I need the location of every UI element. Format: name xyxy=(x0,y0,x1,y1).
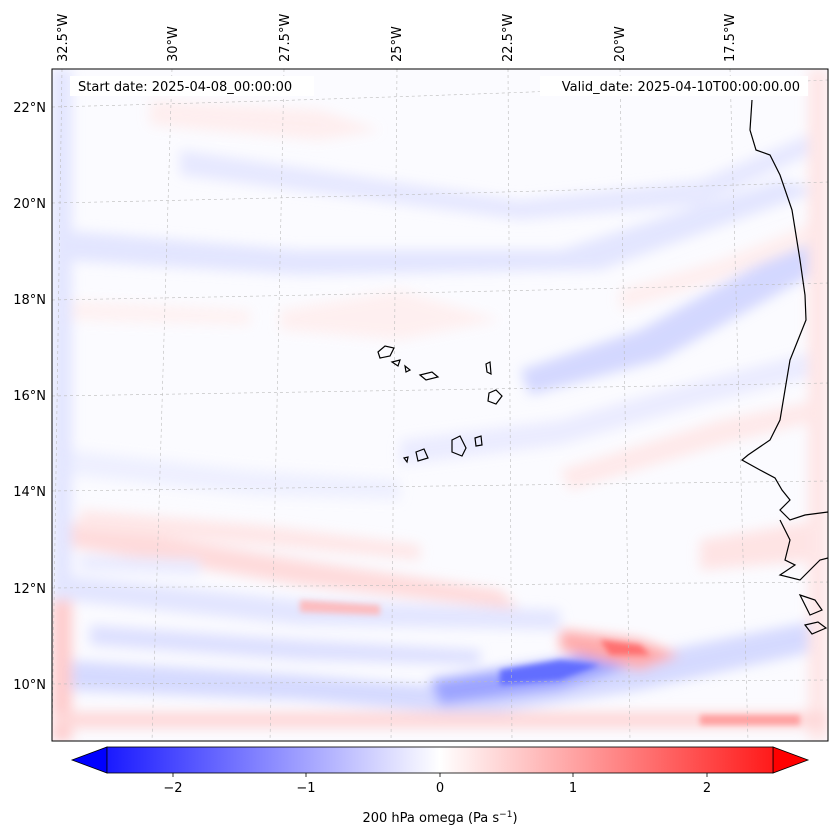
lon-label: 22.5°W xyxy=(501,14,516,62)
graticule xyxy=(52,69,828,741)
colorbar-label-superscript: −1 xyxy=(499,810,512,820)
lat-label: 16°N xyxy=(13,389,46,404)
colorbar-tick-label: 2 xyxy=(703,781,711,796)
map-panel: Start date: 2025-04-08_00:00:00 Valid_da… xyxy=(13,14,829,742)
colorbar-tick-label: −1 xyxy=(296,781,315,796)
colorbar-label: 200 hPa omega (Pa s−1) xyxy=(362,810,517,826)
lon-label: 30°W xyxy=(166,26,181,62)
start-date-box xyxy=(70,76,314,96)
longitude-labels: 32.5°W 30°W 27.5°W 25°W 22.5°W 20°W 17.5… xyxy=(56,14,738,62)
map-frame xyxy=(51,68,829,742)
lat-label: 14°N xyxy=(13,485,46,500)
colorbar-scale xyxy=(106,746,774,774)
colorbar-label-suffix: ) xyxy=(512,811,517,826)
colorbar-max-extend xyxy=(772,746,810,774)
valid-date-box xyxy=(540,76,808,96)
lat-label: 18°N xyxy=(13,293,46,308)
colorbar: −2 −1 0 1 2 200 hPa omega (Pa s−1) xyxy=(70,746,810,826)
colorbar-ticks xyxy=(172,773,708,777)
lat-label: 10°N xyxy=(13,678,46,693)
lon-label: 20°W xyxy=(613,26,628,62)
colorbar-label-main: 200 hPa omega (Pa s xyxy=(362,811,499,826)
lat-label: 22°N xyxy=(13,101,46,116)
lon-label: 17.5°W xyxy=(723,14,738,62)
start-date-label: Start date: 2025-04-08_00:00:00 xyxy=(78,80,292,95)
omega-field xyxy=(52,69,828,741)
lon-label: 25°W xyxy=(390,26,405,62)
cape-verde-islands xyxy=(377,345,503,464)
africa-coast xyxy=(740,99,828,521)
colorbar-tick-label: 0 xyxy=(436,781,444,796)
lat-label: 12°N xyxy=(13,582,46,597)
lat-label: 20°N xyxy=(13,197,46,212)
lon-label: 27.5°W xyxy=(278,14,293,62)
valid-date-label: Valid_date: 2025-04-10T00:00:00.00 xyxy=(562,80,800,95)
colorbar-min-extend xyxy=(70,746,108,774)
colorbar-tick-label: −2 xyxy=(163,781,182,796)
lon-label: 32.5°W xyxy=(56,14,71,62)
colorbar-tick-label: 1 xyxy=(569,781,577,796)
coastlines xyxy=(740,99,828,635)
latitude-labels: 22°N 20°N 18°N 16°N 14°N 12°N 10°N xyxy=(13,101,46,693)
